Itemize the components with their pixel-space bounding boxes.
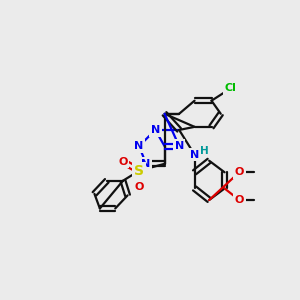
Text: N: N <box>190 150 199 160</box>
Text: H: H <box>200 146 209 156</box>
Text: N: N <box>175 141 184 151</box>
Text: N: N <box>134 141 144 151</box>
Text: S: S <box>134 164 144 178</box>
Text: Cl: Cl <box>225 83 237 93</box>
Text: O: O <box>235 195 244 205</box>
Text: O: O <box>134 182 144 192</box>
Text: N: N <box>141 159 151 169</box>
Text: O: O <box>235 167 244 177</box>
Text: N: N <box>151 125 160 135</box>
Text: O: O <box>118 157 128 166</box>
